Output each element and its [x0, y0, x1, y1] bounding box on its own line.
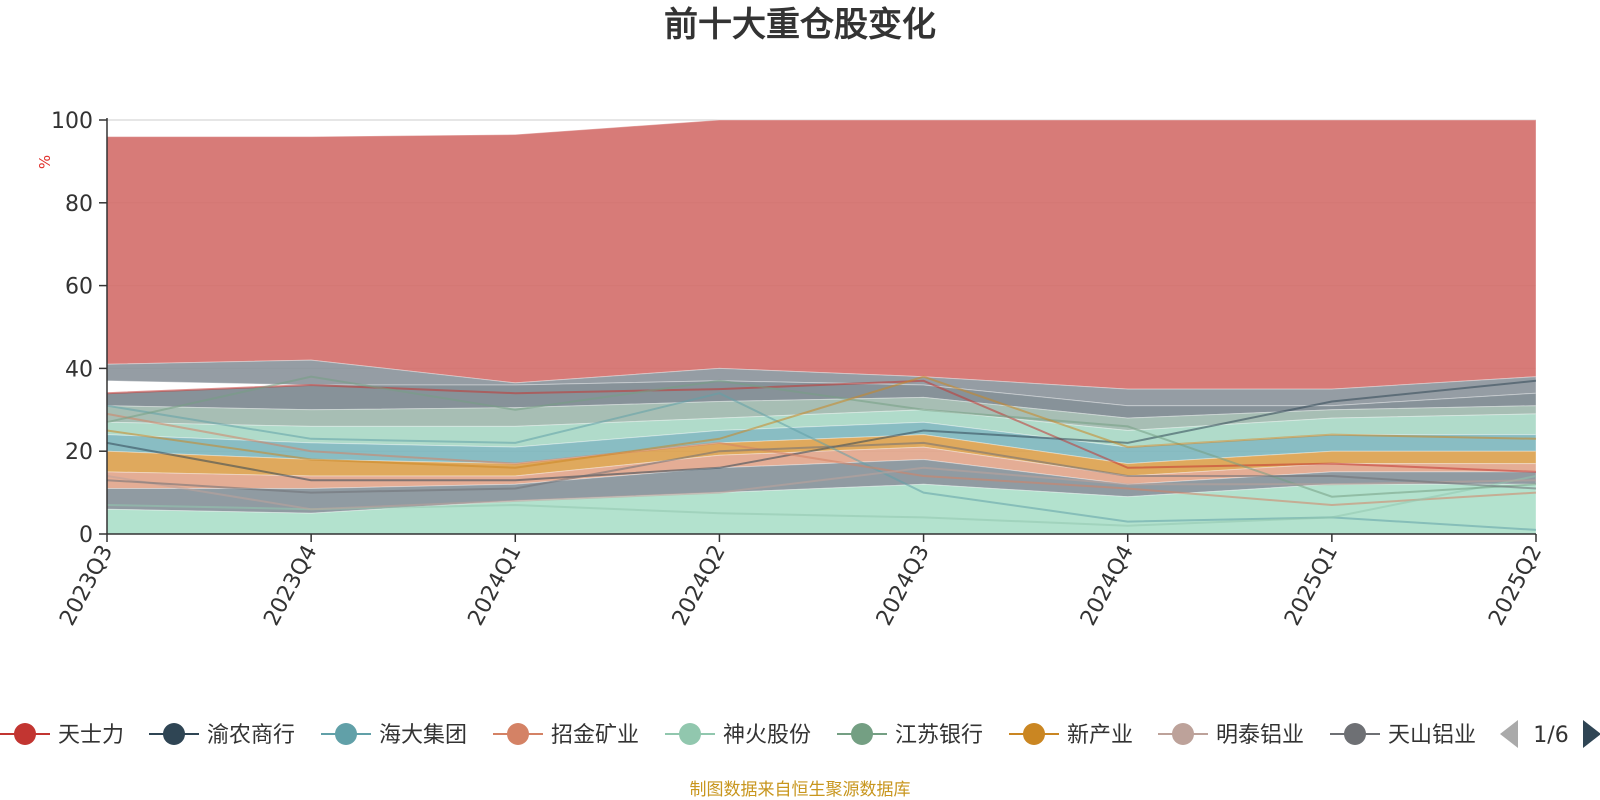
series-lines [106, 375, 1536, 531]
legend-item[interactable]: 天山铝业 [1330, 723, 1476, 748]
series-line [106, 412, 1536, 507]
y-tick-label: 20 [65, 440, 93, 465]
legend-marker-icon [14, 723, 36, 745]
y-tick-label: 60 [65, 275, 93, 300]
legend-item[interactable]: 新产业 [1009, 723, 1133, 748]
series-line [106, 379, 1536, 482]
stacked-areas [106, 119, 1536, 534]
series-line [106, 441, 1536, 494]
legend-label: 江苏银行 [895, 723, 983, 748]
area-band [106, 380, 1536, 419]
legend-marker-icon [507, 723, 529, 745]
legend-marker-icon [335, 723, 357, 745]
series-line [106, 466, 1536, 511]
y-tick-label: 0 [79, 523, 93, 548]
y-tick-label: 40 [65, 357, 93, 382]
legend-marker-icon [1344, 723, 1366, 745]
x-tick-label: 2024Q3 [872, 541, 935, 630]
series-line [106, 379, 1536, 473]
legend-item[interactable]: 渝农商行 [149, 723, 295, 748]
y-axis-unit: % [36, 155, 54, 169]
y-tick-label: 100 [51, 109, 93, 134]
area-band [106, 119, 1536, 390]
legend-marker-icon [679, 723, 701, 745]
data-source-note: 制图数据来自恒生聚源数据库 [690, 780, 911, 800]
legend-label: 招金矿业 [551, 723, 639, 748]
legend-marker-icon [1172, 723, 1194, 745]
legend-label: 天山铝业 [1388, 723, 1476, 748]
legend-label: 新产业 [1067, 723, 1133, 748]
legend-item[interactable]: 神火股份 [665, 723, 811, 748]
legend-pager[interactable]: 1/6 [1500, 720, 1600, 748]
legend[interactable]: 天士力 渝农商行 海大集团 招金矿业 神火股份 江苏银行 新产业 明泰铝业 天山铝业 [0, 723, 1476, 748]
legend-label: 渝农商行 [207, 723, 295, 748]
legend-page-indicator: 1/6 [1533, 723, 1568, 748]
triangle-right-icon[interactable] [1583, 720, 1600, 748]
x-tick-label: 2023Q3 [55, 541, 118, 630]
x-tick-label: 2025Q2 [1484, 541, 1547, 630]
legend-item[interactable]: 海大集团 [321, 723, 467, 748]
legend-item[interactable]: 江苏银行 [837, 723, 983, 748]
chart-title: 前十大重仓股变化 [664, 5, 936, 45]
legend-item[interactable]: 明泰铝业 [1158, 723, 1304, 748]
x-tick-label: 2024Q4 [1076, 541, 1139, 630]
legend-label: 天士力 [58, 723, 124, 748]
legend-label: 海大集团 [379, 723, 467, 748]
legend-item[interactable]: 天士力 [0, 723, 124, 748]
x-tick-label: 2024Q2 [668, 541, 731, 630]
legend-marker-icon [851, 723, 873, 745]
legend-label: 神火股份 [723, 723, 811, 748]
legend-label: 明泰铝业 [1216, 723, 1304, 748]
x-tick-label: 2025Q1 [1280, 541, 1343, 630]
legend-item[interactable]: 招金矿业 [493, 723, 639, 748]
legend-marker-icon [1023, 723, 1045, 745]
legend-marker-icon [163, 723, 185, 745]
x-tick-label: 2023Q4 [259, 541, 322, 630]
series-line [106, 375, 1536, 469]
y-tick-label: 80 [65, 192, 93, 217]
triangle-left-icon[interactable] [1500, 720, 1518, 748]
x-tick-label: 2024Q1 [464, 541, 527, 630]
